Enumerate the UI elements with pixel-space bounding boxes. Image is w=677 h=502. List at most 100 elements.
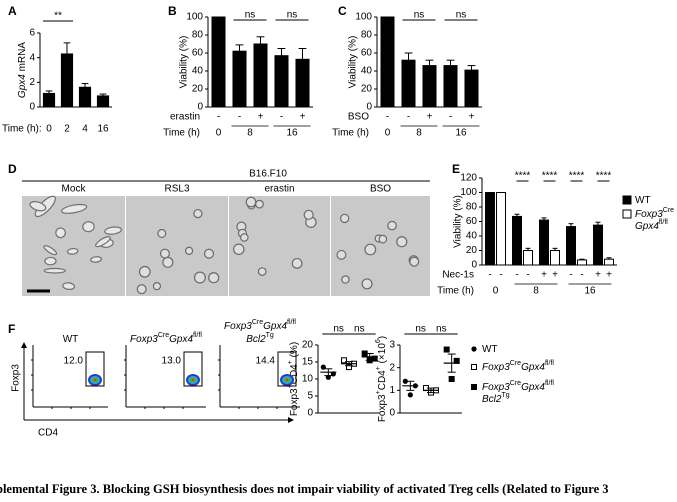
cell <box>336 249 347 260</box>
y-tick-label: 100 <box>186 12 203 23</box>
flow-density <box>285 378 289 382</box>
text-part: (×10 <box>377 343 388 367</box>
cell <box>136 284 147 295</box>
significance-label: ns <box>245 10 256 21</box>
bar <box>295 58 310 108</box>
bar <box>512 215 522 266</box>
y-tick-label: 0 <box>389 408 395 419</box>
cell <box>193 208 203 219</box>
error-bar <box>579 258 585 260</box>
error-bar <box>63 42 71 54</box>
cell <box>203 248 215 259</box>
flow-title: WT <box>63 334 79 345</box>
text-part: Foxp3 <box>377 394 388 422</box>
text-part: Foxp3 <box>635 209 663 220</box>
error-bar <box>467 65 476 71</box>
significance-label: ns <box>287 10 298 21</box>
text-part: (%) <box>289 342 300 360</box>
y-tick-label: 20 <box>466 245 478 256</box>
bar <box>211 16 226 108</box>
time-label: 16 <box>584 286 596 297</box>
text-part: Cre <box>252 319 263 326</box>
cell <box>364 243 377 256</box>
y-tick-label: 2 <box>29 77 35 88</box>
y-axis-label: Foxp3+CD4+ (×106) <box>375 336 387 422</box>
row-label: Time (h) <box>437 286 474 297</box>
cell <box>361 278 373 290</box>
time-label: 16 <box>286 128 298 139</box>
treatment-sign: - <box>569 270 572 281</box>
time-label: 0 <box>216 128 222 139</box>
x-axis-label: Time (h): <box>2 124 42 135</box>
caption: plemental Figure 3. Blocking GSH biosynt… <box>0 482 609 496</box>
row-label: BSO <box>348 112 369 123</box>
cell <box>90 256 102 263</box>
treatment-sign: - <box>280 112 283 123</box>
cell <box>162 256 174 268</box>
y-tick-label: 40 <box>466 231 478 242</box>
significance-label: ns <box>333 324 344 335</box>
cell <box>157 228 167 238</box>
legend-marker <box>471 346 477 352</box>
gate-value: 12.0 <box>64 356 84 367</box>
image-label: RSL3 <box>164 184 189 195</box>
significance-label: ns <box>354 324 365 335</box>
cell <box>184 246 194 255</box>
text-part: Cre <box>510 360 521 367</box>
cell <box>387 220 397 231</box>
time-label: 8 <box>533 286 539 297</box>
error-bar <box>541 217 547 221</box>
cell <box>378 234 388 244</box>
treatment-sign: + <box>541 270 547 281</box>
image-label: Mock <box>62 184 87 195</box>
bar <box>539 219 549 266</box>
x-tick-label: 2 <box>64 124 70 135</box>
cell <box>29 201 47 212</box>
text-part: Bcl2 <box>246 334 266 345</box>
treatment-sign: + <box>595 270 601 281</box>
legend-swatch <box>622 195 632 205</box>
cell <box>152 282 162 291</box>
x-tick-label: 4 <box>82 124 88 135</box>
text-part: ) <box>377 336 388 339</box>
bar <box>401 59 416 108</box>
treatment-sign: - <box>515 270 518 281</box>
error-bar <box>552 247 558 251</box>
y-tick-label: 6 <box>29 28 35 39</box>
panel-letter: C <box>338 4 347 18</box>
legend-label: Foxp3CreGpx4fl/fl <box>482 360 554 372</box>
text-part: Cre <box>510 380 521 387</box>
y-axis-label: Viability (%) <box>179 36 190 89</box>
text-part: fl/fl <box>193 332 202 339</box>
cell <box>257 267 267 276</box>
bar <box>274 55 289 108</box>
cell <box>60 203 88 214</box>
cell <box>193 271 206 284</box>
text-part: WT <box>635 195 651 206</box>
row-label: Time (h) <box>163 128 200 139</box>
significance-label: **** <box>596 171 612 182</box>
y-tick-label: 4 <box>29 52 35 63</box>
text-part: Gpx4 <box>169 334 193 345</box>
cell <box>55 227 66 239</box>
x-tick-label: 16 <box>97 124 109 135</box>
error-bar <box>595 221 601 226</box>
y-axis-label: Viability (%) <box>453 195 464 248</box>
bar <box>42 92 56 108</box>
error-bar <box>277 48 286 56</box>
bar <box>550 250 560 266</box>
text-part: Gpx4 <box>263 321 287 332</box>
y-tick-label: 60 <box>361 48 373 59</box>
treatment-sign: - <box>238 112 241 123</box>
bar <box>577 259 587 266</box>
y-tick-label: 10 <box>302 374 314 385</box>
flow-x-label: CD4 <box>38 428 58 439</box>
error-bar <box>606 257 612 260</box>
y-tick-label: 2 <box>389 362 395 373</box>
flow-density <box>191 378 195 382</box>
significance-label: **** <box>542 171 558 182</box>
cell <box>303 209 314 220</box>
text-part: + <box>375 390 382 394</box>
y-tick-label: 60 <box>192 48 204 59</box>
data-point <box>443 346 450 353</box>
